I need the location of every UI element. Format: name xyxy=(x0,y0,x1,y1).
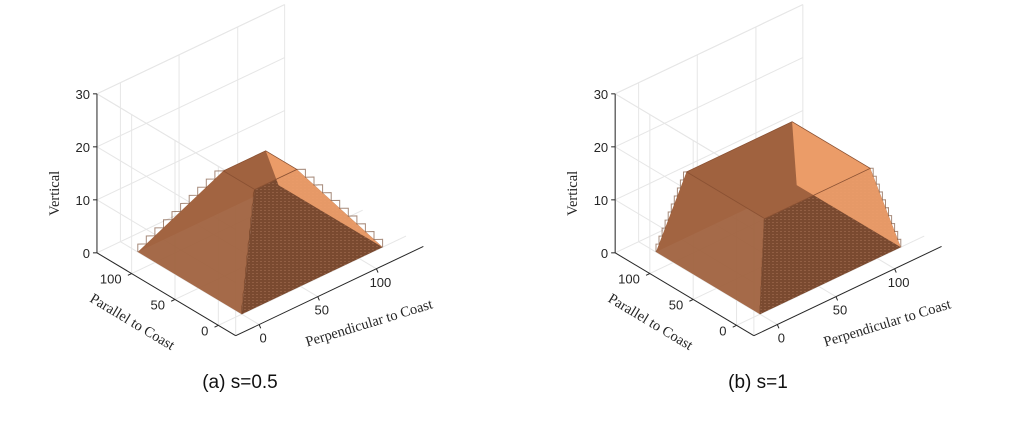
x-tick-label: 0 xyxy=(260,331,267,346)
surface-top-rim xyxy=(222,150,298,190)
box-edge xyxy=(96,4,285,95)
y-tick-label: 50 xyxy=(151,297,165,312)
z-tick-label: 30 xyxy=(594,87,608,102)
grid-line xyxy=(96,110,285,201)
x-tick-mark xyxy=(258,324,262,329)
y-tick-mark xyxy=(645,273,651,276)
surface-face-front-right xyxy=(792,121,901,248)
x-tick-mark xyxy=(317,296,320,301)
x-tick-label: 100 xyxy=(370,275,392,290)
z-tick-label: 30 xyxy=(75,87,89,102)
grid-line xyxy=(614,57,804,148)
y-tick-label: 100 xyxy=(618,272,640,287)
z-tick-label: 20 xyxy=(594,140,608,155)
x-tick-label: 100 xyxy=(888,275,910,290)
x-tick-mark xyxy=(894,268,897,273)
x-tick-mark xyxy=(776,324,780,329)
x-tick-label: 50 xyxy=(833,303,847,318)
x-tick-mark xyxy=(375,268,379,273)
z-tick-label: 0 xyxy=(601,246,608,261)
surface-edge-left xyxy=(655,171,687,252)
grid-line xyxy=(96,57,285,148)
x-tick-label: 0 xyxy=(778,331,785,346)
y-tick-mark xyxy=(127,273,132,276)
surface-face-back-left xyxy=(656,171,765,315)
z-tick-label: 10 xyxy=(594,193,608,208)
panel-caption: (a) s=0.5 xyxy=(202,372,278,393)
y-tick-mark xyxy=(170,299,176,302)
y-tick-label: 100 xyxy=(100,272,122,287)
y-tick-label: 0 xyxy=(201,323,208,338)
surface-edge-front xyxy=(759,218,766,315)
surface-face-back-left xyxy=(137,170,255,315)
y-tick-label: 0 xyxy=(719,323,726,338)
box-edge xyxy=(614,4,804,95)
axes: 0 50 100 0 50 100 0 10 20 30 xyxy=(594,87,942,346)
z-tick-label: 20 xyxy=(75,140,89,155)
x-tick-label: 50 xyxy=(315,303,329,318)
surface-edge-left xyxy=(137,170,224,252)
x-axis-line xyxy=(753,245,942,337)
y-tick-mark xyxy=(689,299,694,302)
z-tick-label: 0 xyxy=(83,246,90,261)
surface-top-rim xyxy=(685,121,872,220)
y-axis-line xyxy=(614,252,755,337)
panel-caption: (b) s=1 xyxy=(728,372,788,393)
y-tick-label: 50 xyxy=(669,297,683,312)
grid-line xyxy=(614,110,804,201)
surface-edge-front xyxy=(241,189,256,315)
surface-edge-right xyxy=(870,167,902,248)
grid-line xyxy=(218,235,407,326)
surface xyxy=(137,150,384,315)
z-tick-label: 10 xyxy=(75,193,89,208)
y-tick-mark xyxy=(214,324,219,328)
surface xyxy=(655,121,902,315)
axes: 0 50 100 0 50 100 0 10 20 30 xyxy=(75,87,424,346)
x-axis-line xyxy=(235,245,424,337)
box-edge xyxy=(96,93,236,178)
z-axis-label: Vertical xyxy=(565,171,581,216)
y-tick-mark xyxy=(732,324,737,328)
surface-face-front-left-texture xyxy=(241,169,383,315)
x-tick-mark xyxy=(835,296,839,301)
y-axis-line xyxy=(96,252,236,337)
surface-face-front-right xyxy=(265,150,383,248)
z-axis-label: Vertical xyxy=(47,171,63,216)
surface-edge-right xyxy=(296,168,384,248)
grid-line xyxy=(736,235,925,326)
